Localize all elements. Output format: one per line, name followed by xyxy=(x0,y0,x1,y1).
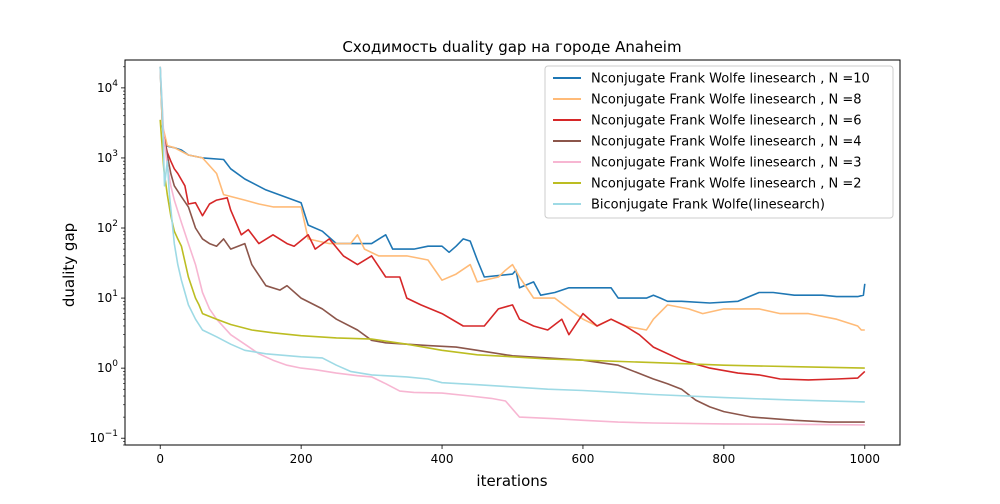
series-line-5 xyxy=(159,66,865,426)
x-tick-label: 400 xyxy=(431,452,454,466)
x-tick-label: 800 xyxy=(712,452,735,466)
x-axis: 0 200 400 600 800 1000 xyxy=(156,445,880,466)
x-tick-label: 200 xyxy=(290,452,313,466)
legend-label: Biconjugate Frank Wolfe(linesearch) xyxy=(591,198,825,213)
series-line-6 xyxy=(159,119,865,369)
series-line-1 xyxy=(159,66,866,304)
series-line-7 xyxy=(159,66,865,403)
chart-title: Сходимость duality gap на городе Anaheim xyxy=(342,38,681,56)
legend-label: Nconjugate Frank Wolfe linesearch , N =3 xyxy=(591,156,862,171)
series-line-2 xyxy=(159,66,865,331)
legend-label: Nconjugate Frank Wolfe linesearch , N =6 xyxy=(591,114,862,129)
legend: Nconjugate Frank Wolfe linesearch , N =1… xyxy=(544,65,894,219)
series-line-3 xyxy=(163,136,866,381)
x-tick-label: 600 xyxy=(572,452,595,466)
x-tick-label: 1000 xyxy=(849,452,880,466)
legend-label: Nconjugate Frank Wolfe linesearch , N =4 xyxy=(591,135,862,150)
series-layer xyxy=(159,66,866,426)
series-line-4 xyxy=(163,136,865,423)
legend-label: Nconjugate Frank Wolfe linesearch , N =8 xyxy=(591,93,862,108)
x-axis-label: iterations xyxy=(476,472,547,490)
legend-label: Nconjugate Frank Wolfe linesearch , N =1… xyxy=(591,72,870,87)
legend-box xyxy=(544,65,894,219)
plot-area-frame xyxy=(124,59,901,446)
x-tick-label: 0 xyxy=(156,452,164,466)
y-axis-label: duality gap xyxy=(60,223,78,307)
legend-label: Nconjugate Frank Wolfe linesearch , N =2 xyxy=(591,177,862,192)
